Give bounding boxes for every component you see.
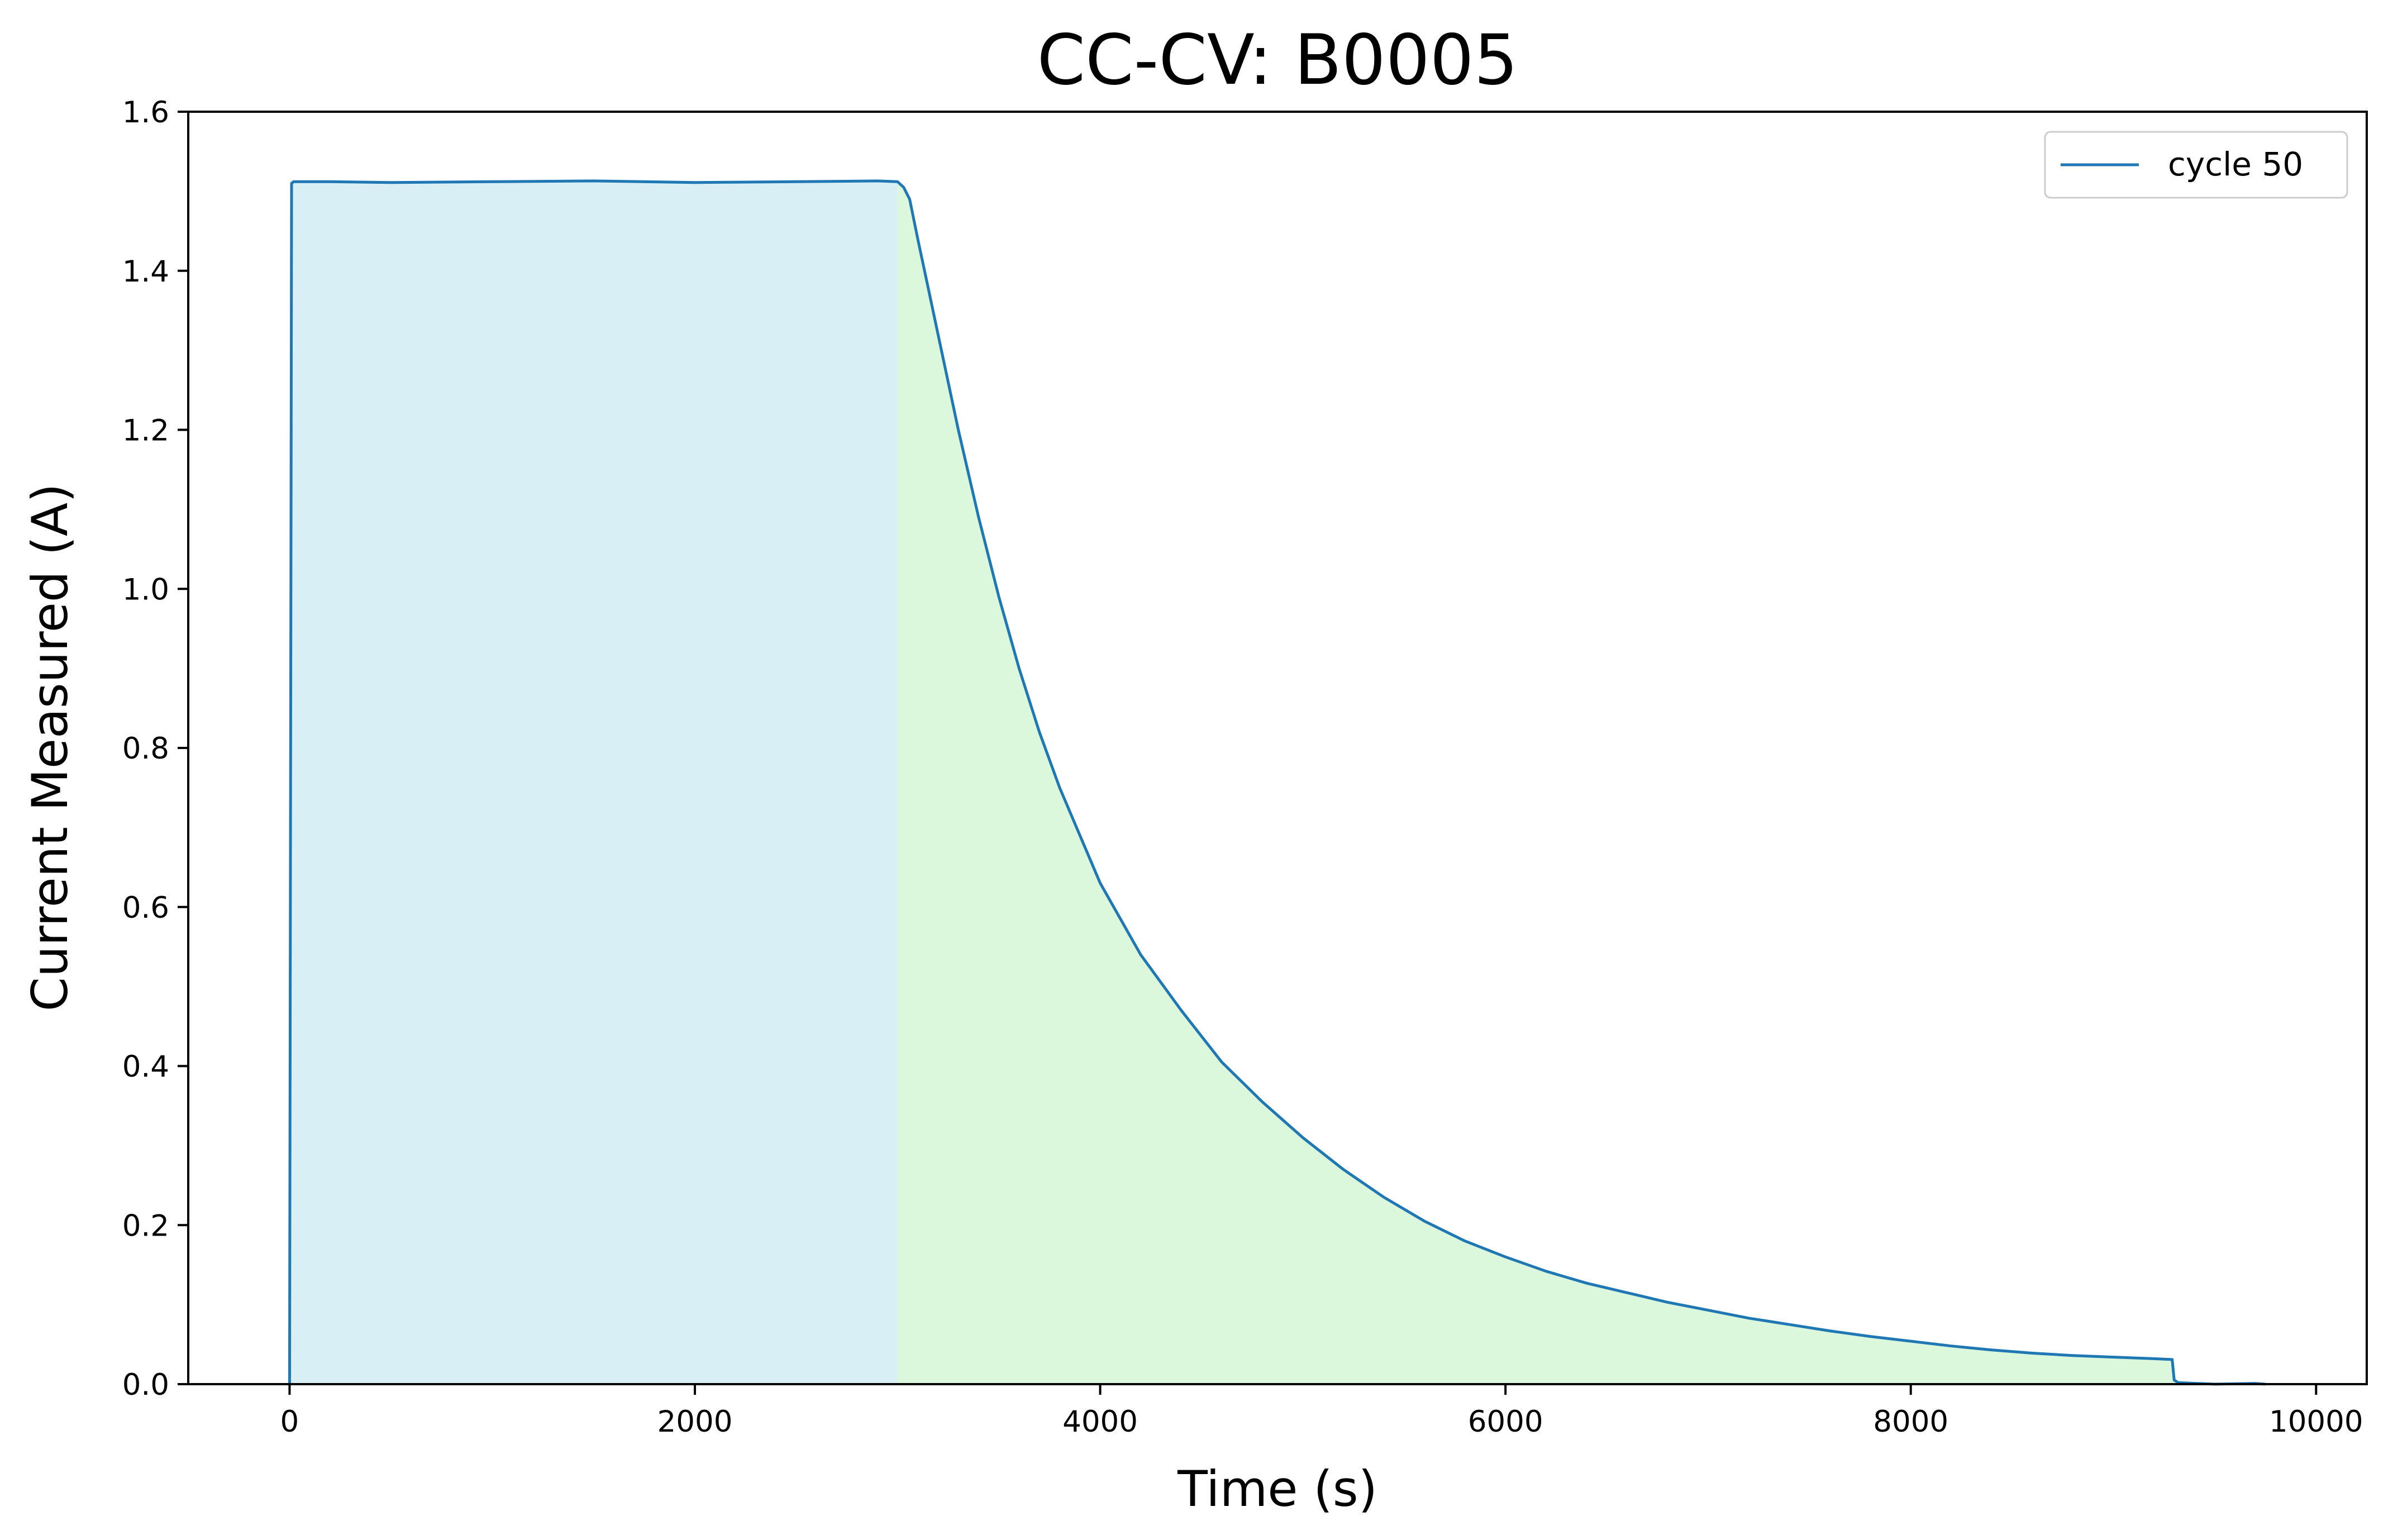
chart-title: CC-CV: B0005 (1037, 20, 1518, 101)
y-tick-label: 1.6 (122, 96, 169, 130)
y-tick-label: 1.2 (122, 414, 169, 448)
x-tick-label: 2000 (657, 1405, 733, 1439)
x-tick-label: 8000 (1873, 1405, 1948, 1439)
region-cv (897, 182, 2175, 1384)
y-tick-label: 0.2 (122, 1209, 169, 1243)
y-tick-label: 0.4 (122, 1050, 169, 1084)
y-tick-label: 1.0 (122, 573, 169, 607)
y-tick-label: 0.0 (122, 1368, 169, 1402)
x-tick-label: 6000 (1468, 1405, 1543, 1439)
x-axis-title: Time (s) (1177, 1460, 1377, 1518)
y-tick-label: 0.6 (122, 891, 169, 925)
x-tick-label: 4000 (1062, 1405, 1138, 1439)
legend: cycle 50 (2044, 131, 2348, 199)
x-tick-label: 10000 (2269, 1405, 2363, 1439)
legend-label: cycle 50 (2168, 145, 2303, 183)
region-cc (289, 180, 898, 1385)
y-axis: 0.0 0.2 0.4 0.6 0.8 1.0 1.2 1.4 1.6 (122, 96, 188, 1402)
series-lines (288, 179, 2266, 1386)
y-axis-title: Current Measured (A) (21, 483, 79, 1011)
phase-regions (289, 180, 2175, 1385)
series-line-0 (288, 179, 2266, 1386)
y-tick-label: 0.8 (122, 732, 169, 766)
x-tick-label: 0 (280, 1405, 299, 1439)
y-tick-label: 1.4 (122, 255, 169, 289)
x-axis: 0 2000 4000 6000 8000 10000 (280, 1384, 2363, 1439)
legend-box (2044, 131, 2348, 199)
